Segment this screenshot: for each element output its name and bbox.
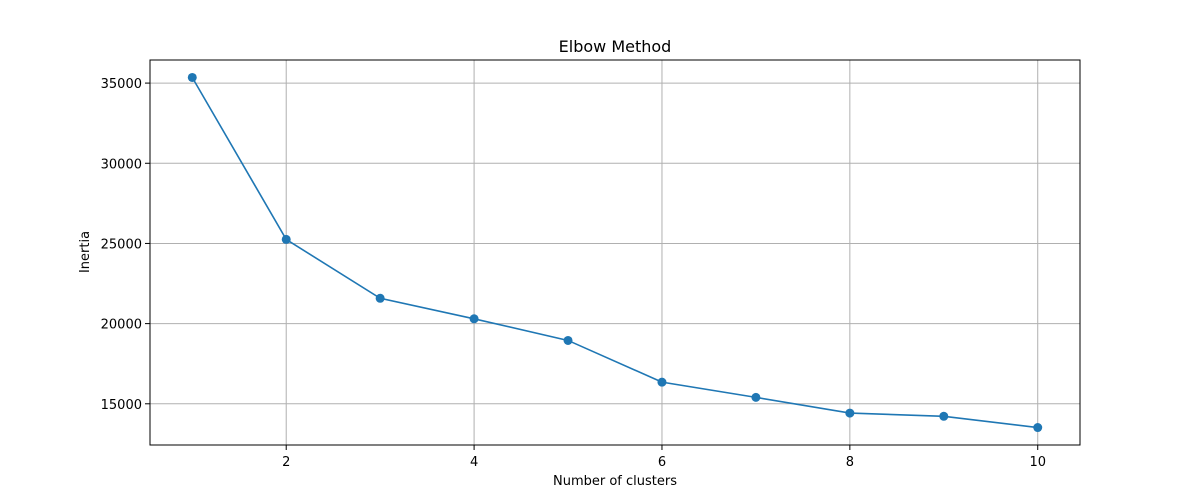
plot-frame xyxy=(149,59,1081,446)
data-point xyxy=(751,392,761,402)
series-layer xyxy=(187,72,1043,433)
y-tick-label: 35000 xyxy=(101,77,142,92)
grid xyxy=(150,60,1080,445)
chart-title: Elbow Method xyxy=(559,37,672,56)
x-tick-label: 10 xyxy=(1029,455,1046,470)
data-point xyxy=(845,408,855,418)
y-axis-label: Inertia xyxy=(78,231,93,273)
y-tick-label: 15000 xyxy=(101,398,142,413)
data-point xyxy=(469,314,479,324)
data-point xyxy=(563,335,573,345)
data-point xyxy=(375,293,385,303)
data-point xyxy=(187,72,197,82)
data-point xyxy=(281,234,291,244)
y-tick-label: 30000 xyxy=(101,157,142,172)
y-tick-label: 25000 xyxy=(101,237,142,252)
y-tick-label: 20000 xyxy=(101,318,142,333)
x-tick-label: 8 xyxy=(846,455,854,470)
x-tick-label: 4 xyxy=(470,455,478,470)
x-tick-label: 2 xyxy=(282,455,290,470)
x-axis-label: Number of clusters xyxy=(553,474,677,489)
data-point xyxy=(657,377,667,387)
series-line xyxy=(191,77,1038,429)
axis-ticks: 2 4 6 8 10 15000 20000 25000 30000 35000 xyxy=(101,77,1046,470)
x-tick-label: 6 xyxy=(658,455,666,470)
data-point xyxy=(1033,423,1043,433)
data-point xyxy=(939,411,949,421)
